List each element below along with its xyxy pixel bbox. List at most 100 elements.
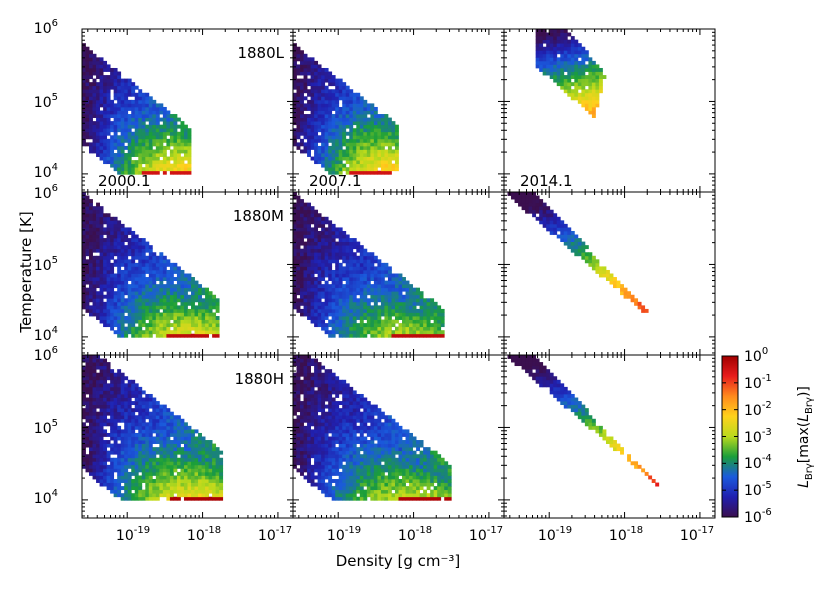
heatmap-cell: [148, 269, 153, 274]
heatmap-cell: [82, 280, 86, 285]
heatmap-cell: [370, 291, 375, 296]
heatmap-cell: [120, 153, 125, 157]
heatmap-cell: [307, 461, 311, 466]
heatmap-cell: [82, 411, 86, 416]
heatmap-cell: [103, 471, 108, 476]
heatmap-cell: [542, 71, 547, 76]
heatmap-cell: [169, 284, 174, 289]
heatmap-cell: [169, 170, 174, 175]
heatmap-cell: [300, 291, 304, 296]
heatmap-cell: [138, 415, 143, 420]
heatmap-cell: [110, 245, 115, 250]
heatmap-cell: [138, 291, 143, 296]
heatmap-cell: [387, 330, 392, 335]
heatmap-cell: [148, 493, 153, 498]
heatmap-cell: [183, 447, 188, 452]
heatmap-cell: [419, 301, 424, 306]
heatmap-cell: [166, 163, 171, 168]
heatmap-cell: [296, 234, 301, 239]
heatmap-cell: [145, 440, 150, 444]
heatmap-cell: [89, 241, 93, 246]
heatmap-cell: [96, 411, 100, 416]
heatmap-cell: [205, 493, 209, 498]
heatmap-cell: [173, 425, 178, 430]
heatmap-cell: [584, 89, 589, 94]
heatmap-cell: [321, 301, 326, 306]
heatmap-cell: [331, 291, 336, 296]
heatmap-cell: [117, 89, 122, 94]
heatmap-cell: [131, 326, 136, 331]
heatmap-cell: [187, 468, 192, 473]
heatmap-cell: [352, 305, 357, 310]
heatmap-cell: [314, 220, 319, 225]
heatmap-cell: [373, 266, 378, 271]
heatmap-cell: [117, 149, 122, 154]
heatmap-cell: [296, 78, 301, 83]
heatmap-cell: [131, 124, 136, 129]
heatmap-cell: [342, 326, 347, 331]
heatmap-cell: [307, 301, 311, 306]
heatmap-cell: [99, 464, 104, 469]
heatmap-cell: [324, 89, 329, 94]
heatmap-cell: [152, 436, 157, 441]
heatmap-cell: [103, 422, 108, 427]
heatmap-cell: [110, 436, 115, 441]
heatmap-cell: [549, 64, 554, 69]
heatmap-cell: [328, 99, 333, 104]
heatmap-cell: [342, 245, 347, 250]
heatmap-cell: [138, 301, 143, 306]
heatmap-cell: [363, 156, 368, 161]
heatmap-cell: [591, 110, 596, 115]
heatmap-cell: [310, 376, 315, 381]
heatmap-cell: [145, 114, 150, 118]
heatmap-cell: [183, 156, 188, 161]
heatmap-cell: [363, 114, 368, 118]
heatmap-cell: [205, 489, 209, 494]
heatmap-cell: [120, 397, 125, 402]
heatmap-cell: [370, 298, 375, 303]
heatmap-cell: [85, 432, 90, 437]
heatmap-cell: [141, 450, 146, 455]
heatmap-cell: [328, 227, 333, 232]
heatmap-cell: [106, 369, 111, 374]
heatmap-cell: [124, 96, 129, 101]
heatmap-cell: [296, 216, 301, 221]
heatmap-cell: [331, 238, 336, 243]
heatmap-cell: [194, 468, 199, 473]
heatmap-cell: [120, 277, 125, 281]
heatmap-cell: [591, 75, 596, 80]
heatmap-cell: [152, 117, 157, 122]
heatmap-cell: [338, 163, 343, 168]
heatmap-cell: [338, 114, 343, 118]
heatmap-cell: [416, 312, 420, 317]
heatmap-cell: [117, 220, 122, 225]
heatmap-cell: [124, 461, 129, 466]
heatmap-cell: [317, 85, 322, 90]
heatmap-cell: [152, 422, 157, 427]
heatmap-cell: [556, 75, 561, 80]
heatmap-cell: [138, 241, 143, 246]
heatmap-cell: [103, 479, 108, 483]
heatmap-cell: [106, 273, 111, 278]
heatmap-cell: [198, 486, 202, 491]
heatmap-cell: [180, 312, 185, 317]
heatmap-cell: [148, 156, 153, 161]
heatmap-cell: [82, 53, 86, 58]
heatmap-cell: [159, 323, 164, 328]
heatmap-cell: [131, 383, 136, 388]
heatmap-cell: [300, 454, 304, 459]
heatmap-cell: [300, 259, 304, 264]
heatmap-cell: [591, 78, 596, 83]
heatmap-cell: [117, 245, 122, 250]
heatmap-cell: [335, 114, 340, 118]
heatmap-cell: [124, 316, 129, 320]
heatmap-cell: [532, 209, 537, 214]
heatmap-cell: [148, 312, 153, 317]
heatmap-cell: [134, 280, 139, 285]
heatmap-cell: [120, 248, 125, 253]
heatmap-cell: [310, 85, 315, 90]
heatmap-cell: [117, 170, 122, 175]
heatmap-cell: [342, 266, 347, 271]
heatmap-cell: [314, 114, 319, 118]
heatmap-cell: [613, 277, 617, 281]
